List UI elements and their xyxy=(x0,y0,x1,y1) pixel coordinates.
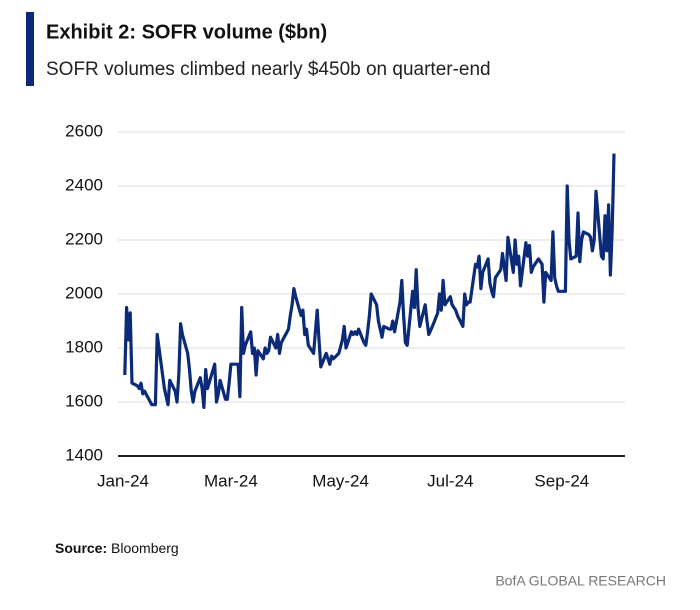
chart-title: Exhibit 2: SOFR volume ($bn) xyxy=(46,21,327,43)
series-line xyxy=(123,153,616,409)
x-tick-label: Sep-24 xyxy=(534,471,589,490)
y-tick-label: 2400 xyxy=(65,175,103,194)
footer: BofA GLOBAL RESEARCH xyxy=(495,573,666,589)
y-tick-label: 2200 xyxy=(65,229,103,248)
accent-bar xyxy=(26,12,34,86)
chart-subtitle: SOFR volumes climbed nearly $450b on qua… xyxy=(46,59,491,80)
x-tick-label: Jan-24 xyxy=(97,471,149,490)
y-tick-label: 1400 xyxy=(65,445,103,464)
x-tick-label: Jul-24 xyxy=(427,471,473,490)
source-label: Source: xyxy=(55,540,107,556)
source: Source: Bloomberg xyxy=(55,540,179,556)
y-tick-label: 1600 xyxy=(65,391,103,410)
x-tick-label: May-24 xyxy=(312,471,369,490)
x-tick-label: Mar-24 xyxy=(204,471,258,490)
source-text: Bloomberg xyxy=(111,540,179,556)
y-tick-label: 2600 xyxy=(65,121,103,140)
y-tick-label: 1800 xyxy=(65,337,103,356)
y-tick-label: 2000 xyxy=(65,283,103,302)
